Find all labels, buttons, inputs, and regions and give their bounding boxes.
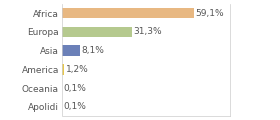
Text: 8,1%: 8,1% [81, 46, 104, 55]
Bar [62, 64, 64, 75]
Bar [62, 45, 80, 56]
Bar [62, 8, 194, 18]
Text: 59,1%: 59,1% [196, 9, 224, 18]
Text: 0,1%: 0,1% [64, 84, 87, 93]
Text: 1,2%: 1,2% [66, 65, 89, 74]
Text: 31,3%: 31,3% [134, 27, 162, 36]
Bar [62, 27, 132, 37]
Text: 0,1%: 0,1% [64, 102, 87, 111]
